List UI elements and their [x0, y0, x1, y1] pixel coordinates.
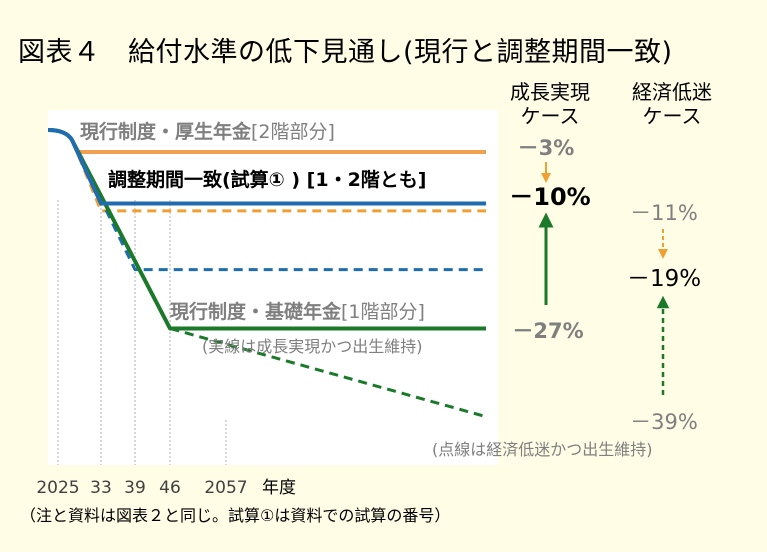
growth-case-header-1: 成長実現 [510, 80, 590, 104]
series-line-1-solid [47, 128, 486, 206]
series-label-kiso: 現行制度・基礎年金[1階部分] [170, 300, 425, 323]
series-layer [47, 128, 487, 419]
x-tick-33: 33 [90, 478, 112, 498]
series-label-kousei: 現行制度・厚生年金[2階部分] [80, 120, 335, 143]
x-tick-39: 39 [124, 478, 146, 498]
x-axis-unit: 年度 [262, 478, 296, 498]
stagnation-case-header-1: 経済低迷 [632, 80, 712, 104]
dashed-line-note: (点線は経済低迷かつ出生維持) [432, 440, 653, 459]
growth-value-kiso: －27% [512, 319, 583, 343]
stagnation-value-chousei: －19% [627, 266, 701, 292]
plot-area [48, 110, 498, 465]
stagnation-case-header-2: ケース [643, 104, 702, 128]
stagnation-value-kiso: －39% [630, 410, 698, 434]
series-label-chousei: 調整期間一致(試算① ) [1・2階とも] [108, 168, 427, 191]
chart-title: 図表４ 給付水準の低下見通し(現行と調整期間一致) [18, 37, 673, 68]
growth-value-chousei: －10% [509, 183, 590, 211]
stagnation-value-kousei: －11% [630, 201, 698, 225]
x-guides [57, 200, 227, 465]
solid-line-note: (実線は成長実現かつ出生維持) [202, 337, 423, 356]
x-tick-2025: 2025 [36, 478, 79, 498]
growth-case-header-2: ケース [521, 104, 580, 128]
footnote: （注と資料は図表２と同じ。試算①は資料での試算の番号） [20, 506, 450, 525]
x-tick-46: 46 [159, 478, 181, 498]
growth-value-kousei: －3% [518, 136, 575, 160]
x-tick-2057: 2057 [204, 478, 247, 498]
